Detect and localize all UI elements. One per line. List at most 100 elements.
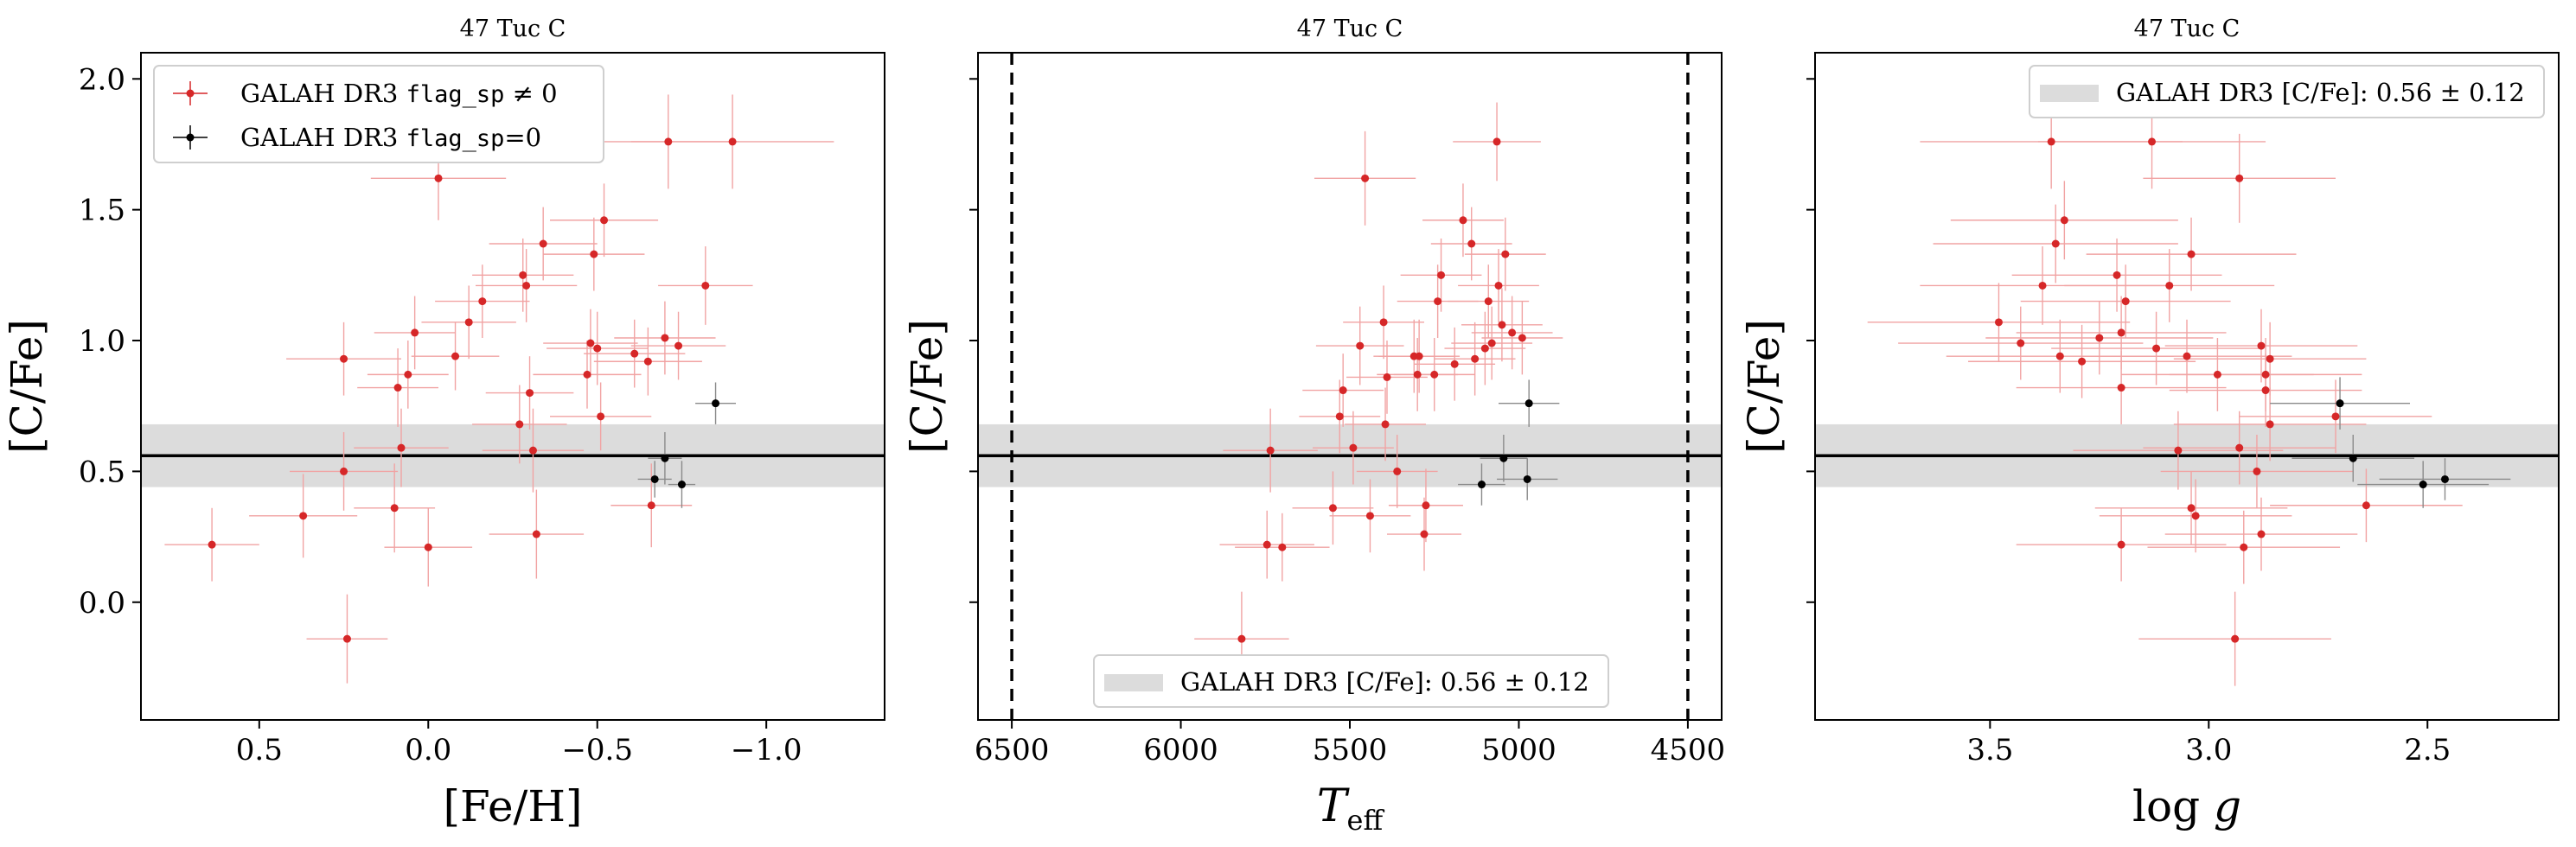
legend-box: [153, 65, 604, 163]
data-point-flagged: [2117, 384, 2125, 392]
data-point-flagged: [390, 504, 399, 513]
data-point-flagged: [478, 297, 487, 306]
data-point-flagged: [2078, 357, 2087, 366]
data-point-good: [1523, 474, 1531, 483]
data-point-flagged: [701, 281, 710, 290]
panel-feh: 0.5 0.0 −0.5 −1.0 0.0 0.5 1.0 1.5 2.0 47 Tuc C […: [2, 16, 885, 831]
data-point-flagged: [519, 271, 527, 279]
data-point-flagged: [2055, 352, 2064, 360]
data-point-flagged: [464, 318, 473, 327]
data-point-flagged: [2047, 137, 2055, 146]
data-point-good: [2349, 454, 2357, 462]
data-point-flagged: [1471, 354, 1480, 363]
data-point-flagged: [1335, 412, 1344, 421]
data-point-flagged: [1365, 512, 1374, 520]
data-point-flagged: [1266, 446, 1275, 455]
data-point-flagged: [1339, 386, 1347, 395]
x-tick-label: −0.5: [561, 733, 633, 767]
data-point-flagged: [342, 634, 351, 643]
legend-patch-band: [2040, 85, 2099, 102]
x-tick-label: 3.5: [1966, 733, 2013, 767]
data-point-flagged: [1498, 321, 1506, 329]
data-point-flagged: [2017, 339, 2025, 347]
data-point-flagged: [1467, 239, 1476, 248]
legend-marker-flagged: [186, 89, 195, 98]
legend-label-band: GALAH DR3 [C/Fe]: 0.56 ± 0.12: [2116, 78, 2525, 107]
legend-box: [1093, 654, 1609, 708]
data-point-flagged: [2174, 446, 2183, 455]
data-point-flagged: [340, 467, 348, 475]
data-point-flagged: [2261, 386, 2270, 395]
x-tick-label: −1.0: [731, 733, 802, 767]
data-point-flagged: [1381, 420, 1390, 429]
data-point-flagged: [1501, 250, 1510, 258]
data-point-flagged: [299, 512, 308, 520]
data-point-flagged: [2253, 467, 2261, 475]
data-point-flagged: [2231, 634, 2240, 643]
data-point-flagged: [411, 328, 419, 337]
data-point-flagged: [2183, 352, 2191, 360]
data-point-good: [712, 399, 720, 408]
y-tick-label: 1.5: [79, 194, 125, 228]
data-point-flagged: [1518, 334, 1526, 342]
x-tick-label: 5000: [1481, 733, 1556, 767]
data-point-flagged: [1237, 634, 1246, 643]
data-point-flagged: [1508, 328, 1517, 337]
legend: GALAH DR3 flag_sp ≠ 0 GALAH DR3 flag_sp=…: [153, 65, 604, 163]
data-point-flagged: [2261, 370, 2270, 379]
legend-box: [2029, 65, 2545, 118]
data-point-flagged: [2152, 344, 2161, 353]
x-tick-label: 0.5: [236, 733, 283, 767]
data-point-flagged: [1487, 339, 1496, 347]
data-point-good: [2336, 399, 2344, 408]
panel-frame: [1814, 52, 2560, 721]
data-point-flagged: [451, 352, 460, 360]
data-point-flagged: [597, 412, 605, 421]
data-point-flagged: [434, 174, 443, 182]
data-point-flagged: [2191, 512, 2200, 520]
data-point-flagged: [1393, 467, 1402, 475]
data-point-flagged: [532, 530, 540, 538]
y-tick-label: 0.0: [79, 586, 125, 621]
data-point-good: [1477, 481, 1486, 489]
data-point-good: [1525, 399, 1533, 408]
data-point-flagged: [1379, 318, 1388, 327]
panel-logg: 3.5 3.0 2.5 47 Tuc C log g [C/Fe] GALAH DR…: [1739, 16, 2560, 831]
data-point-flagged: [2266, 354, 2274, 363]
data-point-flagged: [539, 239, 547, 248]
data-point-flagged: [1349, 443, 1358, 452]
data-point-good: [2419, 481, 2427, 489]
x-tick-label: 3.0: [2185, 733, 2232, 767]
data-point-flagged: [424, 543, 432, 551]
data-point-flagged: [1262, 540, 1271, 549]
x-tick-label: 2.5: [2404, 733, 2451, 767]
legend-entry-good: GALAH DR3 flag_sp=0: [173, 123, 541, 152]
data-point-flagged: [1459, 216, 1467, 225]
data-point-flagged: [2060, 216, 2068, 225]
legend-patch-band: [1104, 674, 1163, 691]
data-point-flagged: [643, 357, 652, 366]
data-point-flagged: [1415, 352, 1423, 360]
data-point-flagged: [1383, 373, 1391, 381]
data-point-flagged: [1430, 370, 1439, 379]
data-point-flagged: [2117, 328, 2125, 337]
data-point-flagged: [1356, 341, 1365, 350]
data-point-flagged: [2038, 281, 2047, 290]
legend-label-band: GALAH DR3 [C/Fe]: 0.56 ± 0.12: [1180, 667, 1589, 697]
y-axis-label: [C/Fe]: [1739, 319, 1789, 454]
data-point-flagged: [1420, 530, 1429, 538]
y-axis-label: [C/Fe]: [902, 319, 952, 454]
panel-teff: 6500 6000 5500 5000 4500 47 Tuc C Teff [C/Fe…: [902, 16, 1725, 837]
data-point-flagged: [208, 540, 216, 549]
y-tick-label: 2.0: [79, 62, 125, 97]
data-point-flagged: [586, 339, 595, 347]
data-point-flagged: [583, 370, 591, 379]
panel-title: 47 Tuc C: [2134, 16, 2240, 42]
panel-title: 47 Tuc C: [460, 16, 566, 42]
data-point-good: [2440, 474, 2449, 483]
data-point-flagged: [2187, 504, 2196, 513]
x-axis-label: Teff: [1317, 780, 1385, 837]
data-point-flagged: [1494, 281, 1503, 290]
data-point-flagged: [2331, 412, 2340, 421]
